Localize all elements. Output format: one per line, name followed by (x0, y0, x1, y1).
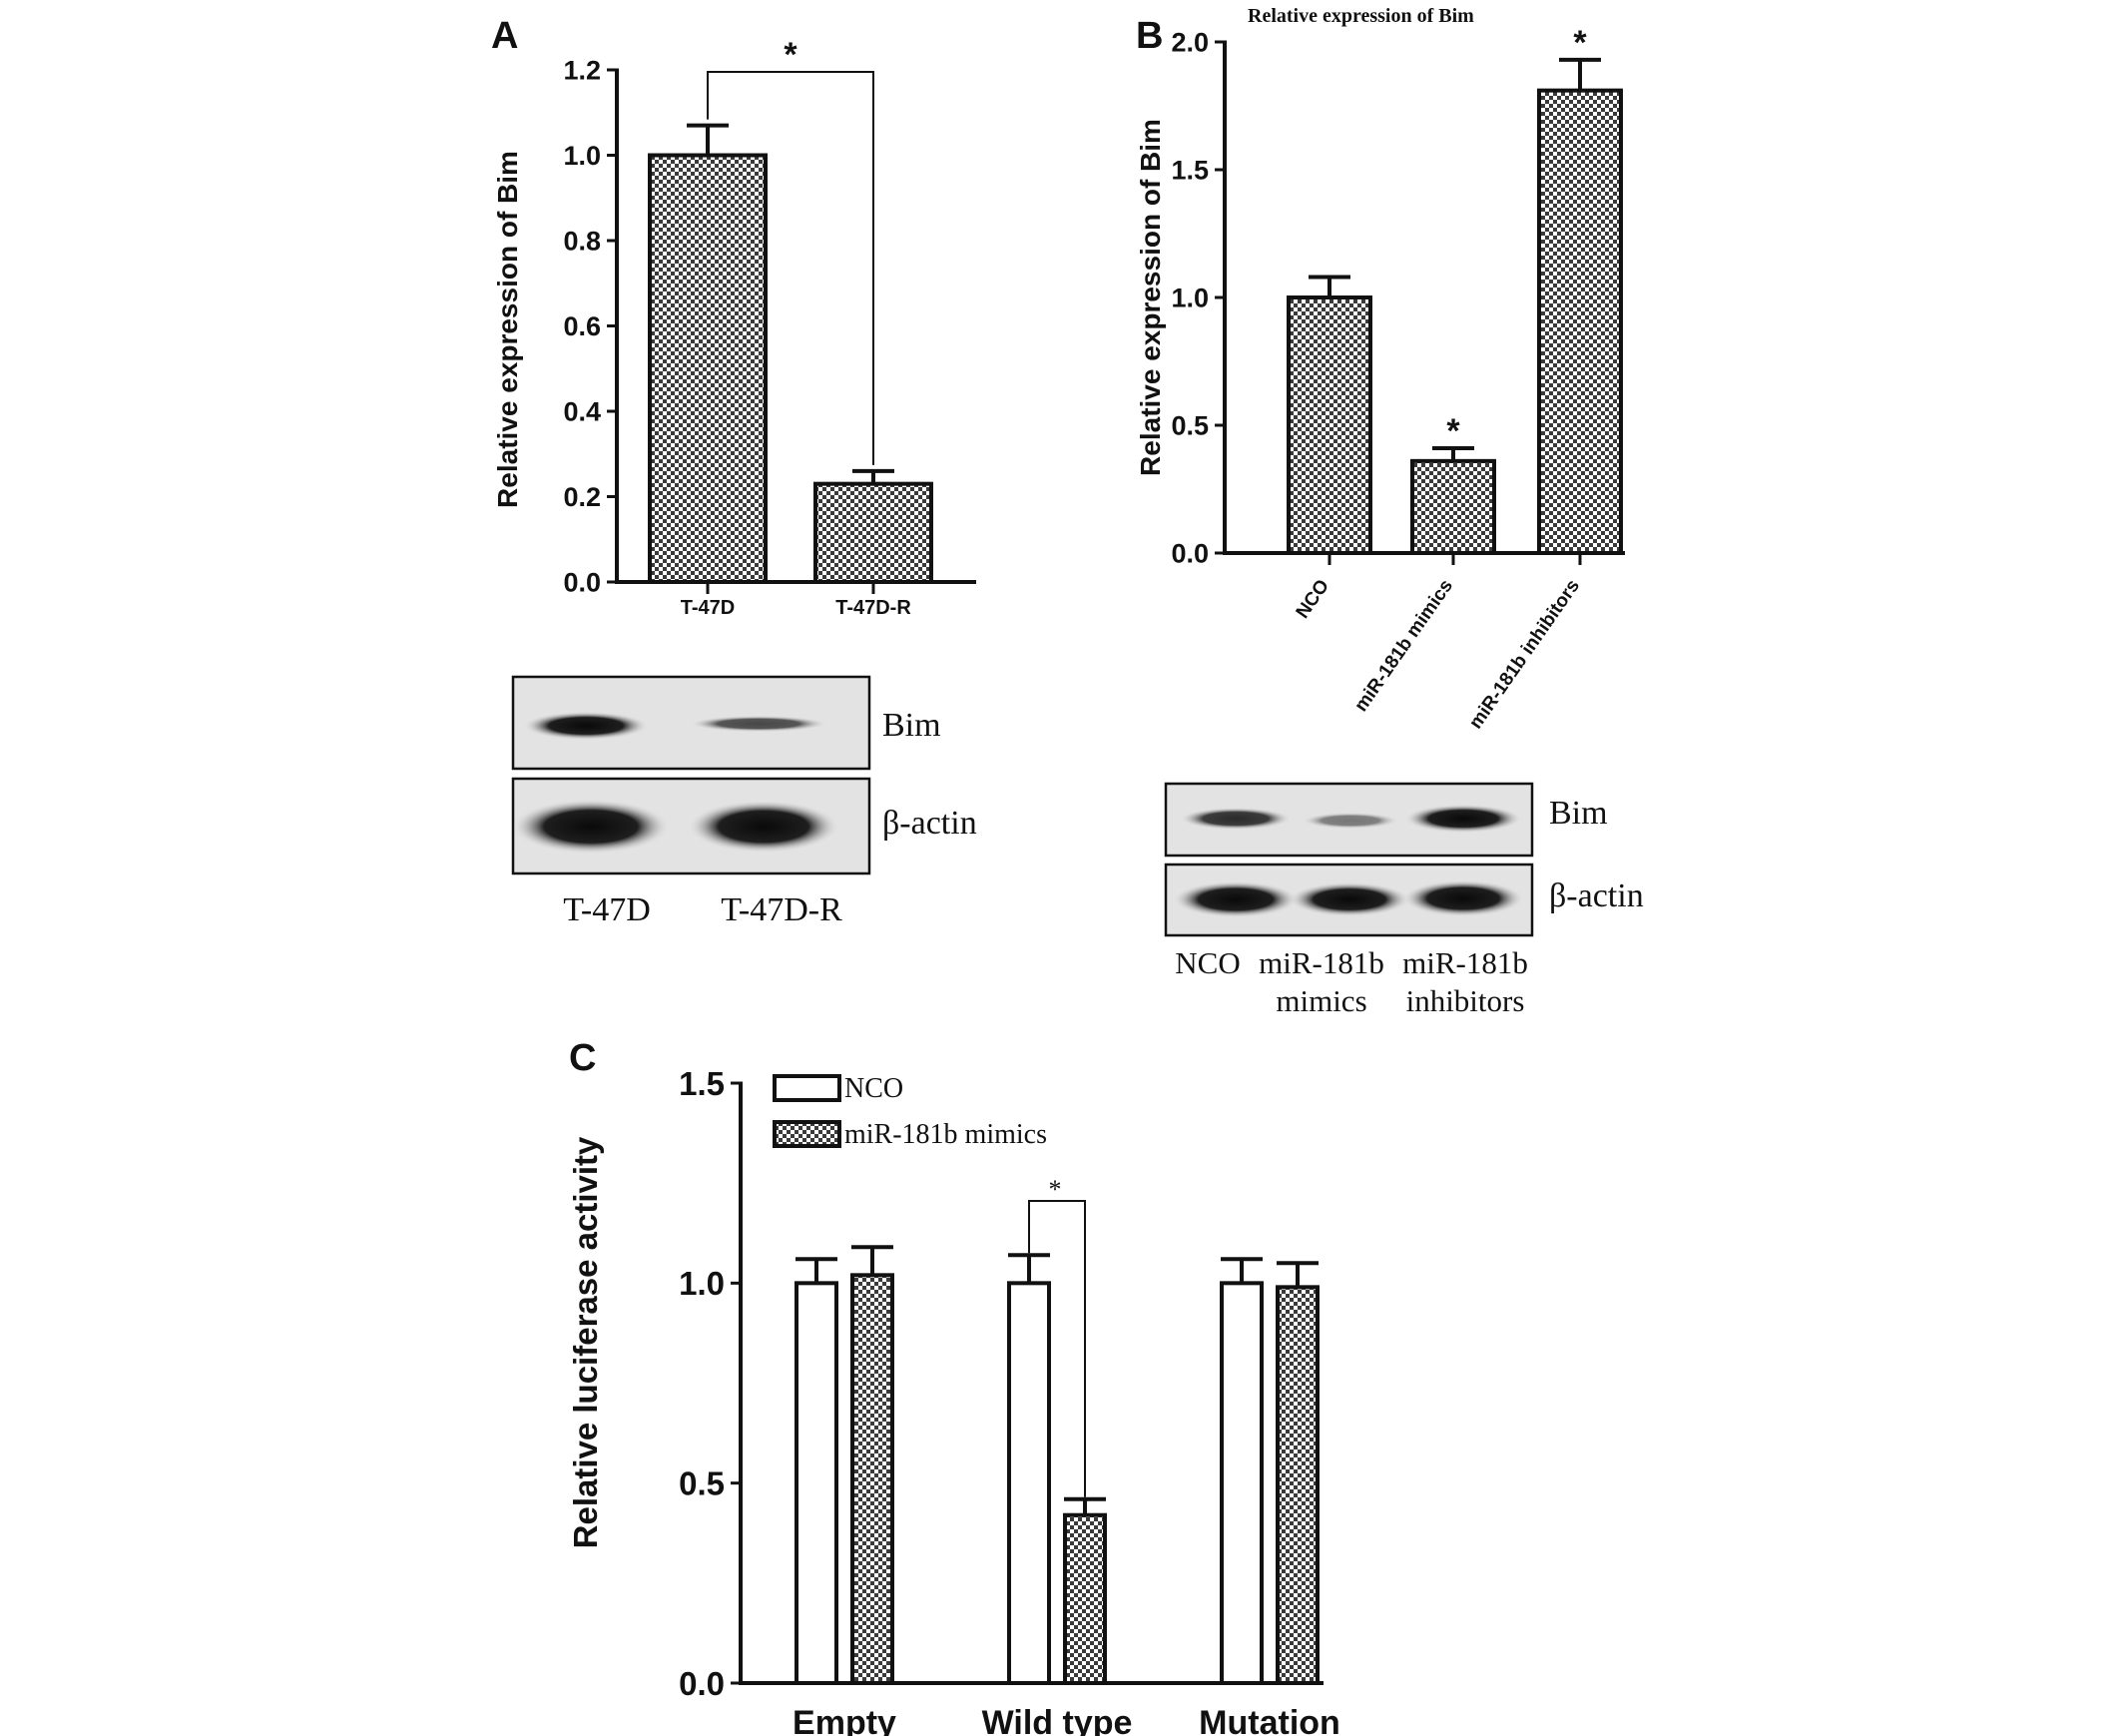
blot-a-bim-band-t47dr (691, 716, 826, 732)
chart-a-ytick-label: 0.4 (563, 397, 601, 427)
chart-b-ytick-label: 1.5 (1171, 156, 1209, 186)
chart-c-ytick-label: 0.5 (679, 1465, 725, 1502)
chart-b-xtick-label: NCO (1293, 576, 1333, 623)
chart-c-significance-mark: * (1049, 1175, 1062, 1204)
chart-c-ytick-label: 1.5 (679, 1065, 725, 1102)
blot-b-bim-band-nco (1181, 808, 1291, 830)
blot-a-bim-band-t47d (524, 712, 648, 740)
chart-b-ytick-label: 0.5 (1171, 411, 1209, 441)
chart-c-xtick-label: Wild type (982, 1704, 1133, 1736)
chart-a-ytick-label: 1.2 (563, 56, 601, 86)
legend-label-mimics: miR-181b mimics (844, 1119, 1047, 1150)
chart-a-ytick-label: 0.6 (563, 311, 601, 341)
panel-a-label: A (491, 15, 518, 57)
chart-b-significance-mark: * (1573, 24, 1587, 62)
chart-b-xtick-label: miR-181b inhibitors (1465, 576, 1584, 733)
chart-c-xtick-label: Empty (793, 1704, 896, 1736)
chart-a-ytick-label: 0.2 (563, 482, 601, 512)
chart-a-ytick-label: 1.0 (563, 141, 601, 171)
chart-c-bar-nco (795, 1281, 838, 1686)
blot-b-lane-mimics-1: miR-181b (1259, 945, 1384, 980)
chart-c: 0.0 0.5 1.0 1.5 Empty Wild type Mutation NCO miR… (679, 1065, 1340, 1736)
western-blot-b: Bim β-actin NCO miR-181b mimics miR-181b… (1164, 782, 1644, 1018)
chart-a: 0.0 0.2 0.4 0.6 0.8 1.0 1.2 T-47D T-47D-R * (563, 36, 976, 619)
chart-b-bar (1410, 458, 1496, 555)
legend-swatch-mimics (773, 1120, 841, 1148)
chart-a-ytick-label: 0.0 (563, 568, 601, 598)
blot-b-row-actin: β-actin (1549, 877, 1644, 914)
panel-b-label: B (1136, 15, 1163, 57)
chart-c-significance-bracket (1028, 1200, 1086, 1497)
chart-c-bar-mimics (1063, 1512, 1107, 1685)
chart-c-xtick-label: Mutation (1199, 1704, 1340, 1736)
chart-b-ytick-label: 0.0 (1171, 539, 1209, 569)
chart-b-bar (1287, 295, 1372, 555)
chart-b-ytick-label: 2.0 (1171, 28, 1209, 58)
chart-a-ytick-label: 0.8 (563, 227, 601, 257)
blot-b-lane-inhibitors-1: miR-181b (1402, 945, 1528, 980)
blot-a-row-bim: Bim (882, 707, 941, 744)
blot-b-actin-band-nco (1174, 881, 1298, 917)
chart-b-ytick-label: 1.0 (1171, 284, 1209, 313)
chart-b-significance-mark: * (1446, 412, 1460, 450)
western-blot-a: Bim β-actin T-47D T-47D-R (511, 675, 977, 928)
blot-a-lane-t47dr: T-47D-R (721, 891, 842, 928)
blot-b-lane-inhibitors-2: inhibitors (1406, 983, 1525, 1018)
legend-swatch-nco (773, 1074, 841, 1102)
blot-b-actin-band-inhibitors (1403, 880, 1523, 916)
panel-c-label: C (569, 1037, 596, 1079)
chart-c-ytick-label: 1.0 (679, 1265, 725, 1302)
blot-a-actin-band-t47dr (689, 801, 838, 853)
chart-a-xtick-label: T-47D (681, 597, 735, 619)
chart-c-bar-nco (1007, 1281, 1051, 1686)
chart-a-significance-bracket (707, 71, 874, 465)
blot-a-actin-band-t47d (513, 800, 669, 854)
chart-b: 0.0 0.5 1.0 1.5 2.0 NCO * miR-181b mimics * miR-1… (1171, 24, 1625, 733)
chart-b-bar (1537, 88, 1623, 555)
chart-a-significance-mark: * (784, 36, 797, 74)
blot-a-lane-t47d: T-47D (563, 891, 651, 928)
chart-a-bar (648, 153, 768, 584)
chart-b-title: Relative expression of Bim (1248, 5, 1474, 27)
chart-c-bar-nco (1220, 1281, 1264, 1686)
chart-c-bar-mimics (1276, 1285, 1320, 1685)
blot-b-bim-band-mimics (1303, 813, 1398, 829)
blot-a-row-actin: β-actin (882, 805, 977, 842)
blot-b-bim-band-inhibitors (1405, 805, 1521, 833)
legend-label-nco: NCO (844, 1073, 903, 1104)
chart-c-ytick-label: 0.0 (679, 1665, 725, 1702)
chart-c-ylabel: Relative luciferase activity (567, 1136, 604, 1548)
blot-b-lane-mimics-2: mimics (1276, 983, 1366, 1018)
blot-b-actin-band-mimics (1290, 882, 1409, 916)
blot-b-row-bim: Bim (1549, 795, 1608, 832)
blot-b-lane-nco: NCO (1175, 945, 1240, 980)
chart-b-ylabel: Relative expression of Bim (1135, 119, 1166, 476)
chart-c-bar-mimics (850, 1273, 894, 1685)
chart-b-xtick-label: miR-181b mimics (1350, 576, 1457, 716)
chart-a-xtick-label: T-47D-R (835, 597, 911, 619)
chart-a-ylabel: Relative expression of Bim (492, 151, 523, 508)
chart-a-bar (813, 481, 933, 584)
